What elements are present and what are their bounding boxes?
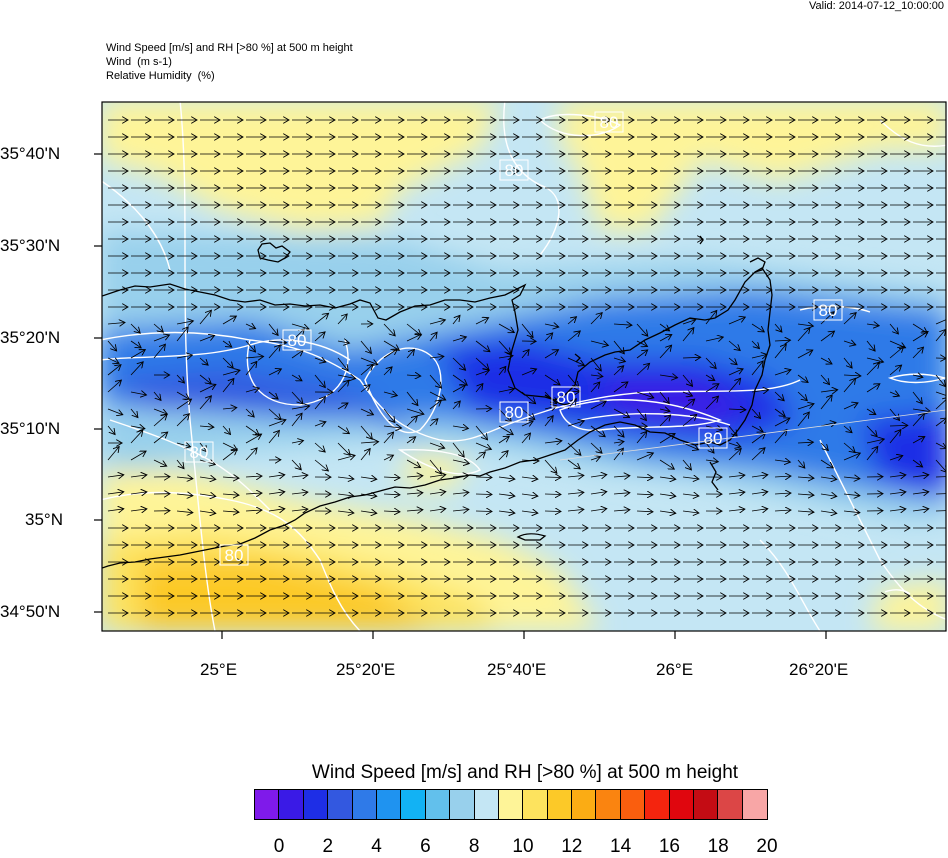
lat-ticks — [94, 154, 102, 612]
colorbar-swatch-3 — [328, 790, 352, 819]
colorbar-tick-label: 18 — [708, 836, 729, 858]
lat-label-35-30: 35°30'N — [0, 236, 60, 256]
colorbar-tick-label: 6 — [420, 836, 431, 858]
lat-label-35: 35°N — [25, 510, 63, 530]
colorbar-swatch-7 — [426, 790, 450, 819]
lat-label-34-50: 34°50'N — [0, 602, 60, 622]
colorbar-tick-label: 14 — [610, 836, 631, 858]
lon-label-26: 26°E — [656, 660, 693, 680]
colorbar-title: Wind Speed [m/s] and RH [>80 %] at 500 m… — [240, 762, 810, 784]
wind-arrow — [545, 477, 561, 478]
wind-arrow — [476, 511, 492, 512]
wind-arrow — [476, 494, 492, 495]
colorbar-swatch-12 — [548, 790, 572, 819]
contour-label: 80 — [190, 443, 209, 462]
colorbar-swatch-2 — [304, 790, 328, 819]
colorbar-swatch-19 — [718, 790, 742, 819]
colorbar-tick-label: 0 — [274, 836, 285, 858]
colorbar-tick-label: 10 — [512, 836, 533, 858]
lat-label-35-20: 35°20'N — [0, 328, 60, 348]
colorbar-swatch-17 — [670, 790, 694, 819]
colorbar-swatch-4 — [353, 790, 377, 819]
colorbar-swatch-1 — [279, 790, 303, 819]
lon-label-25-20: 25°20'E — [336, 660, 395, 680]
colorbar-swatch-11 — [523, 790, 547, 819]
colorbar-tick-label: 4 — [371, 836, 382, 858]
contour-label: 80 — [505, 161, 524, 180]
contour-label: 80 — [819, 301, 838, 320]
colorbar-swatch-15 — [621, 790, 645, 819]
lon-label-25-40: 25°40'E — [487, 660, 546, 680]
colorbar-swatch-6 — [401, 790, 425, 819]
wind-arrow — [545, 494, 561, 495]
contour-label: 80 — [505, 403, 524, 422]
colorbar-swatch-20 — [743, 790, 767, 819]
colorbar-swatch-5 — [377, 790, 401, 819]
colorbar-tick-label: 16 — [659, 836, 680, 858]
contour-label: 80 — [288, 331, 307, 350]
lat-label-35-10: 35°10'N — [0, 419, 60, 439]
contour-label: 80 — [225, 546, 244, 565]
colorbar-swatch-14 — [596, 790, 620, 819]
colorbar-swatch-13 — [572, 790, 596, 819]
lon-label-25: 25°E — [200, 660, 237, 680]
colorbar — [254, 789, 768, 820]
colorbar-tick-label: 2 — [323, 836, 334, 858]
lon-label-26-20: 26°20'E — [789, 660, 848, 680]
colorbar-swatch-0 — [255, 790, 279, 819]
contour-label: 80 — [600, 113, 619, 132]
contour-label: 80 — [704, 429, 723, 448]
colorbar-swatch-10 — [499, 790, 523, 819]
contour-label: 80 — [557, 388, 576, 407]
colorbar-swatch-9 — [475, 790, 499, 819]
colorbar-tick-label: 8 — [469, 836, 480, 858]
colorbar-swatch-18 — [694, 790, 718, 819]
lat-label-35-40: 35°40'N — [0, 144, 60, 164]
colorbar-tick-label: 12 — [561, 836, 582, 858]
wind-arrow — [476, 477, 492, 478]
colorbar-swatch-8 — [450, 790, 474, 819]
colorbar-tick-label: 20 — [756, 836, 777, 858]
colorbar-swatch-16 — [645, 790, 669, 819]
lon-ticks — [222, 631, 826, 639]
wind-arrow — [545, 511, 561, 512]
